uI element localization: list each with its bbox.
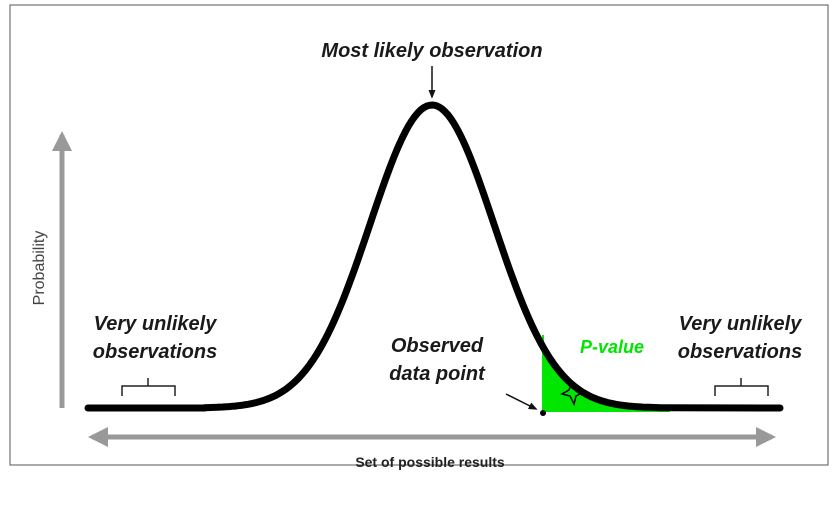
y-axis-label: Probability: [31, 231, 48, 306]
observed-arrow: [505, 393, 538, 410]
title: Most likely observation: [321, 40, 542, 62]
right-note: observations: [678, 341, 802, 363]
p-value-label: P-value: [580, 337, 644, 357]
observed-point: [540, 410, 546, 416]
left-note: observations: [93, 341, 217, 363]
right-note: Very unlikely: [679, 313, 803, 335]
cursor-icon: [560, 380, 587, 407]
right-bracket: [714, 378, 769, 396]
left-bracket: [121, 378, 176, 396]
p-value-area: [543, 347, 670, 412]
observed-note: Observed: [391, 335, 484, 357]
frame: [9, 4, 829, 466]
bell-curve: [84, 101, 784, 412]
x-axis-label: Set of possible results: [355, 454, 505, 470]
observed-note: data point: [389, 363, 486, 385]
left-note: Very unlikely: [94, 313, 218, 335]
